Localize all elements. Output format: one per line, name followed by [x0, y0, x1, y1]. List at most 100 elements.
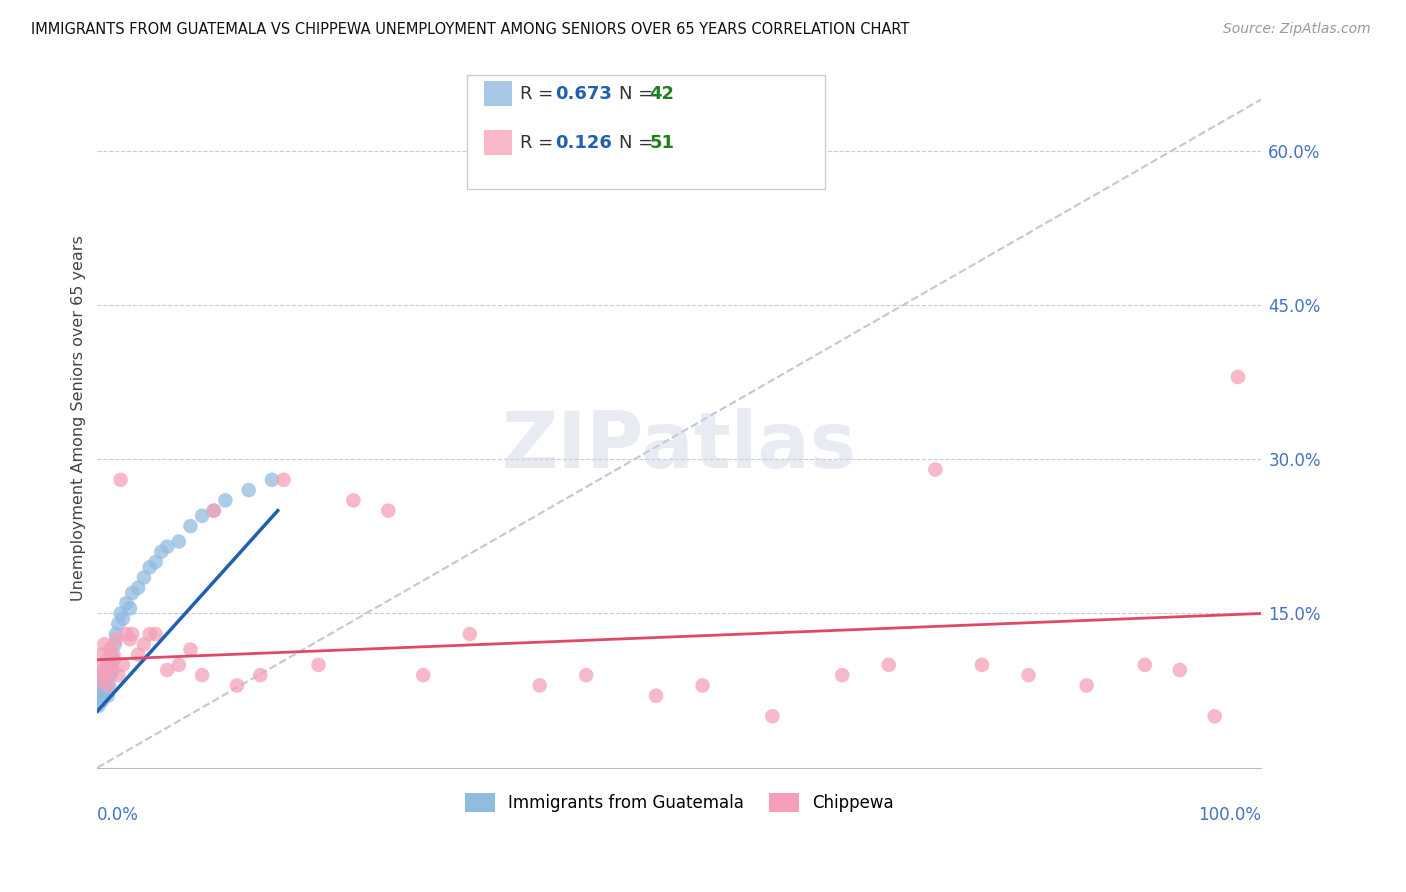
- Point: [156, 663, 179, 677]
- Point: [132, 637, 155, 651]
- Point: [191, 668, 214, 682]
- Text: ZIPatlas: ZIPatlas: [502, 408, 856, 484]
- Point: [90, 678, 112, 692]
- Point: [111, 612, 134, 626]
- Point: [132, 570, 155, 584]
- Point: [107, 668, 129, 682]
- Point: [179, 642, 201, 657]
- Point: [575, 668, 598, 682]
- Point: [1204, 709, 1226, 723]
- Point: [145, 627, 167, 641]
- Point: [98, 642, 121, 657]
- Point: [96, 673, 118, 688]
- Point: [89, 683, 111, 698]
- Point: [645, 689, 668, 703]
- Point: [167, 657, 190, 672]
- Text: 0.673: 0.673: [555, 85, 612, 103]
- Point: [249, 668, 271, 682]
- Point: [98, 657, 121, 672]
- Point: [138, 627, 160, 641]
- Point: [121, 627, 143, 641]
- Point: [91, 673, 114, 688]
- Point: [1168, 663, 1191, 677]
- Point: [1017, 668, 1039, 682]
- Point: [93, 637, 115, 651]
- Point: [226, 678, 249, 692]
- Text: R =: R =: [520, 134, 560, 152]
- Point: [156, 540, 179, 554]
- Point: [1133, 657, 1156, 672]
- Point: [98, 668, 121, 682]
- Point: [98, 678, 121, 692]
- Point: [1226, 370, 1249, 384]
- Point: [377, 503, 399, 517]
- Point: [179, 519, 201, 533]
- Point: [115, 627, 138, 641]
- Point: [90, 648, 112, 662]
- Point: [100, 657, 122, 672]
- Point: [150, 545, 173, 559]
- Point: [118, 632, 141, 647]
- Text: 0.0%: 0.0%: [97, 806, 139, 824]
- Point: [103, 653, 125, 667]
- Point: [93, 673, 115, 688]
- Point: [877, 657, 900, 672]
- Point: [89, 657, 111, 672]
- Point: [98, 663, 121, 677]
- Point: [138, 560, 160, 574]
- Point: [831, 668, 853, 682]
- Point: [91, 663, 114, 677]
- Point: [104, 632, 127, 647]
- Point: [100, 648, 122, 662]
- Point: [238, 483, 260, 497]
- Text: IMMIGRANTS FROM GUATEMALA VS CHIPPEWA UNEMPLOYMENT AMONG SENIORS OVER 65 YEARS C: IMMIGRANTS FROM GUATEMALA VS CHIPPEWA UN…: [31, 22, 910, 37]
- Point: [101, 663, 124, 677]
- Point: [273, 473, 295, 487]
- Point: [115, 596, 138, 610]
- Point: [93, 683, 115, 698]
- Point: [458, 627, 481, 641]
- Y-axis label: Unemployment Among Seniors over 65 years: Unemployment Among Seniors over 65 years: [72, 235, 86, 601]
- Point: [94, 678, 117, 692]
- Point: [94, 668, 117, 682]
- Point: [761, 709, 783, 723]
- Point: [924, 462, 946, 476]
- Point: [202, 503, 225, 517]
- Text: Source: ZipAtlas.com: Source: ZipAtlas.com: [1223, 22, 1371, 37]
- Text: 51: 51: [650, 134, 675, 152]
- Point: [97, 689, 120, 703]
- Point: [107, 616, 129, 631]
- Text: N =: N =: [619, 134, 658, 152]
- Point: [104, 627, 127, 641]
- Text: N =: N =: [619, 85, 658, 103]
- Point: [121, 586, 143, 600]
- Point: [191, 508, 214, 523]
- Point: [91, 673, 114, 688]
- Point: [91, 668, 114, 682]
- Point: [145, 555, 167, 569]
- Point: [202, 503, 225, 517]
- Point: [110, 607, 132, 621]
- Point: [103, 648, 125, 662]
- Point: [104, 637, 127, 651]
- Point: [118, 601, 141, 615]
- Text: 42: 42: [650, 85, 675, 103]
- Text: R =: R =: [520, 85, 560, 103]
- Point: [87, 698, 110, 713]
- Point: [214, 493, 236, 508]
- Point: [97, 678, 120, 692]
- Point: [110, 473, 132, 487]
- Point: [96, 653, 118, 667]
- Point: [94, 663, 117, 677]
- Point: [692, 678, 714, 692]
- Text: 0.126: 0.126: [555, 134, 612, 152]
- Point: [111, 657, 134, 672]
- Point: [89, 694, 111, 708]
- Point: [412, 668, 434, 682]
- Point: [260, 473, 283, 487]
- Point: [90, 689, 112, 703]
- Point: [167, 534, 190, 549]
- Point: [1076, 678, 1098, 692]
- Text: 100.0%: 100.0%: [1198, 806, 1261, 824]
- Point: [342, 493, 364, 508]
